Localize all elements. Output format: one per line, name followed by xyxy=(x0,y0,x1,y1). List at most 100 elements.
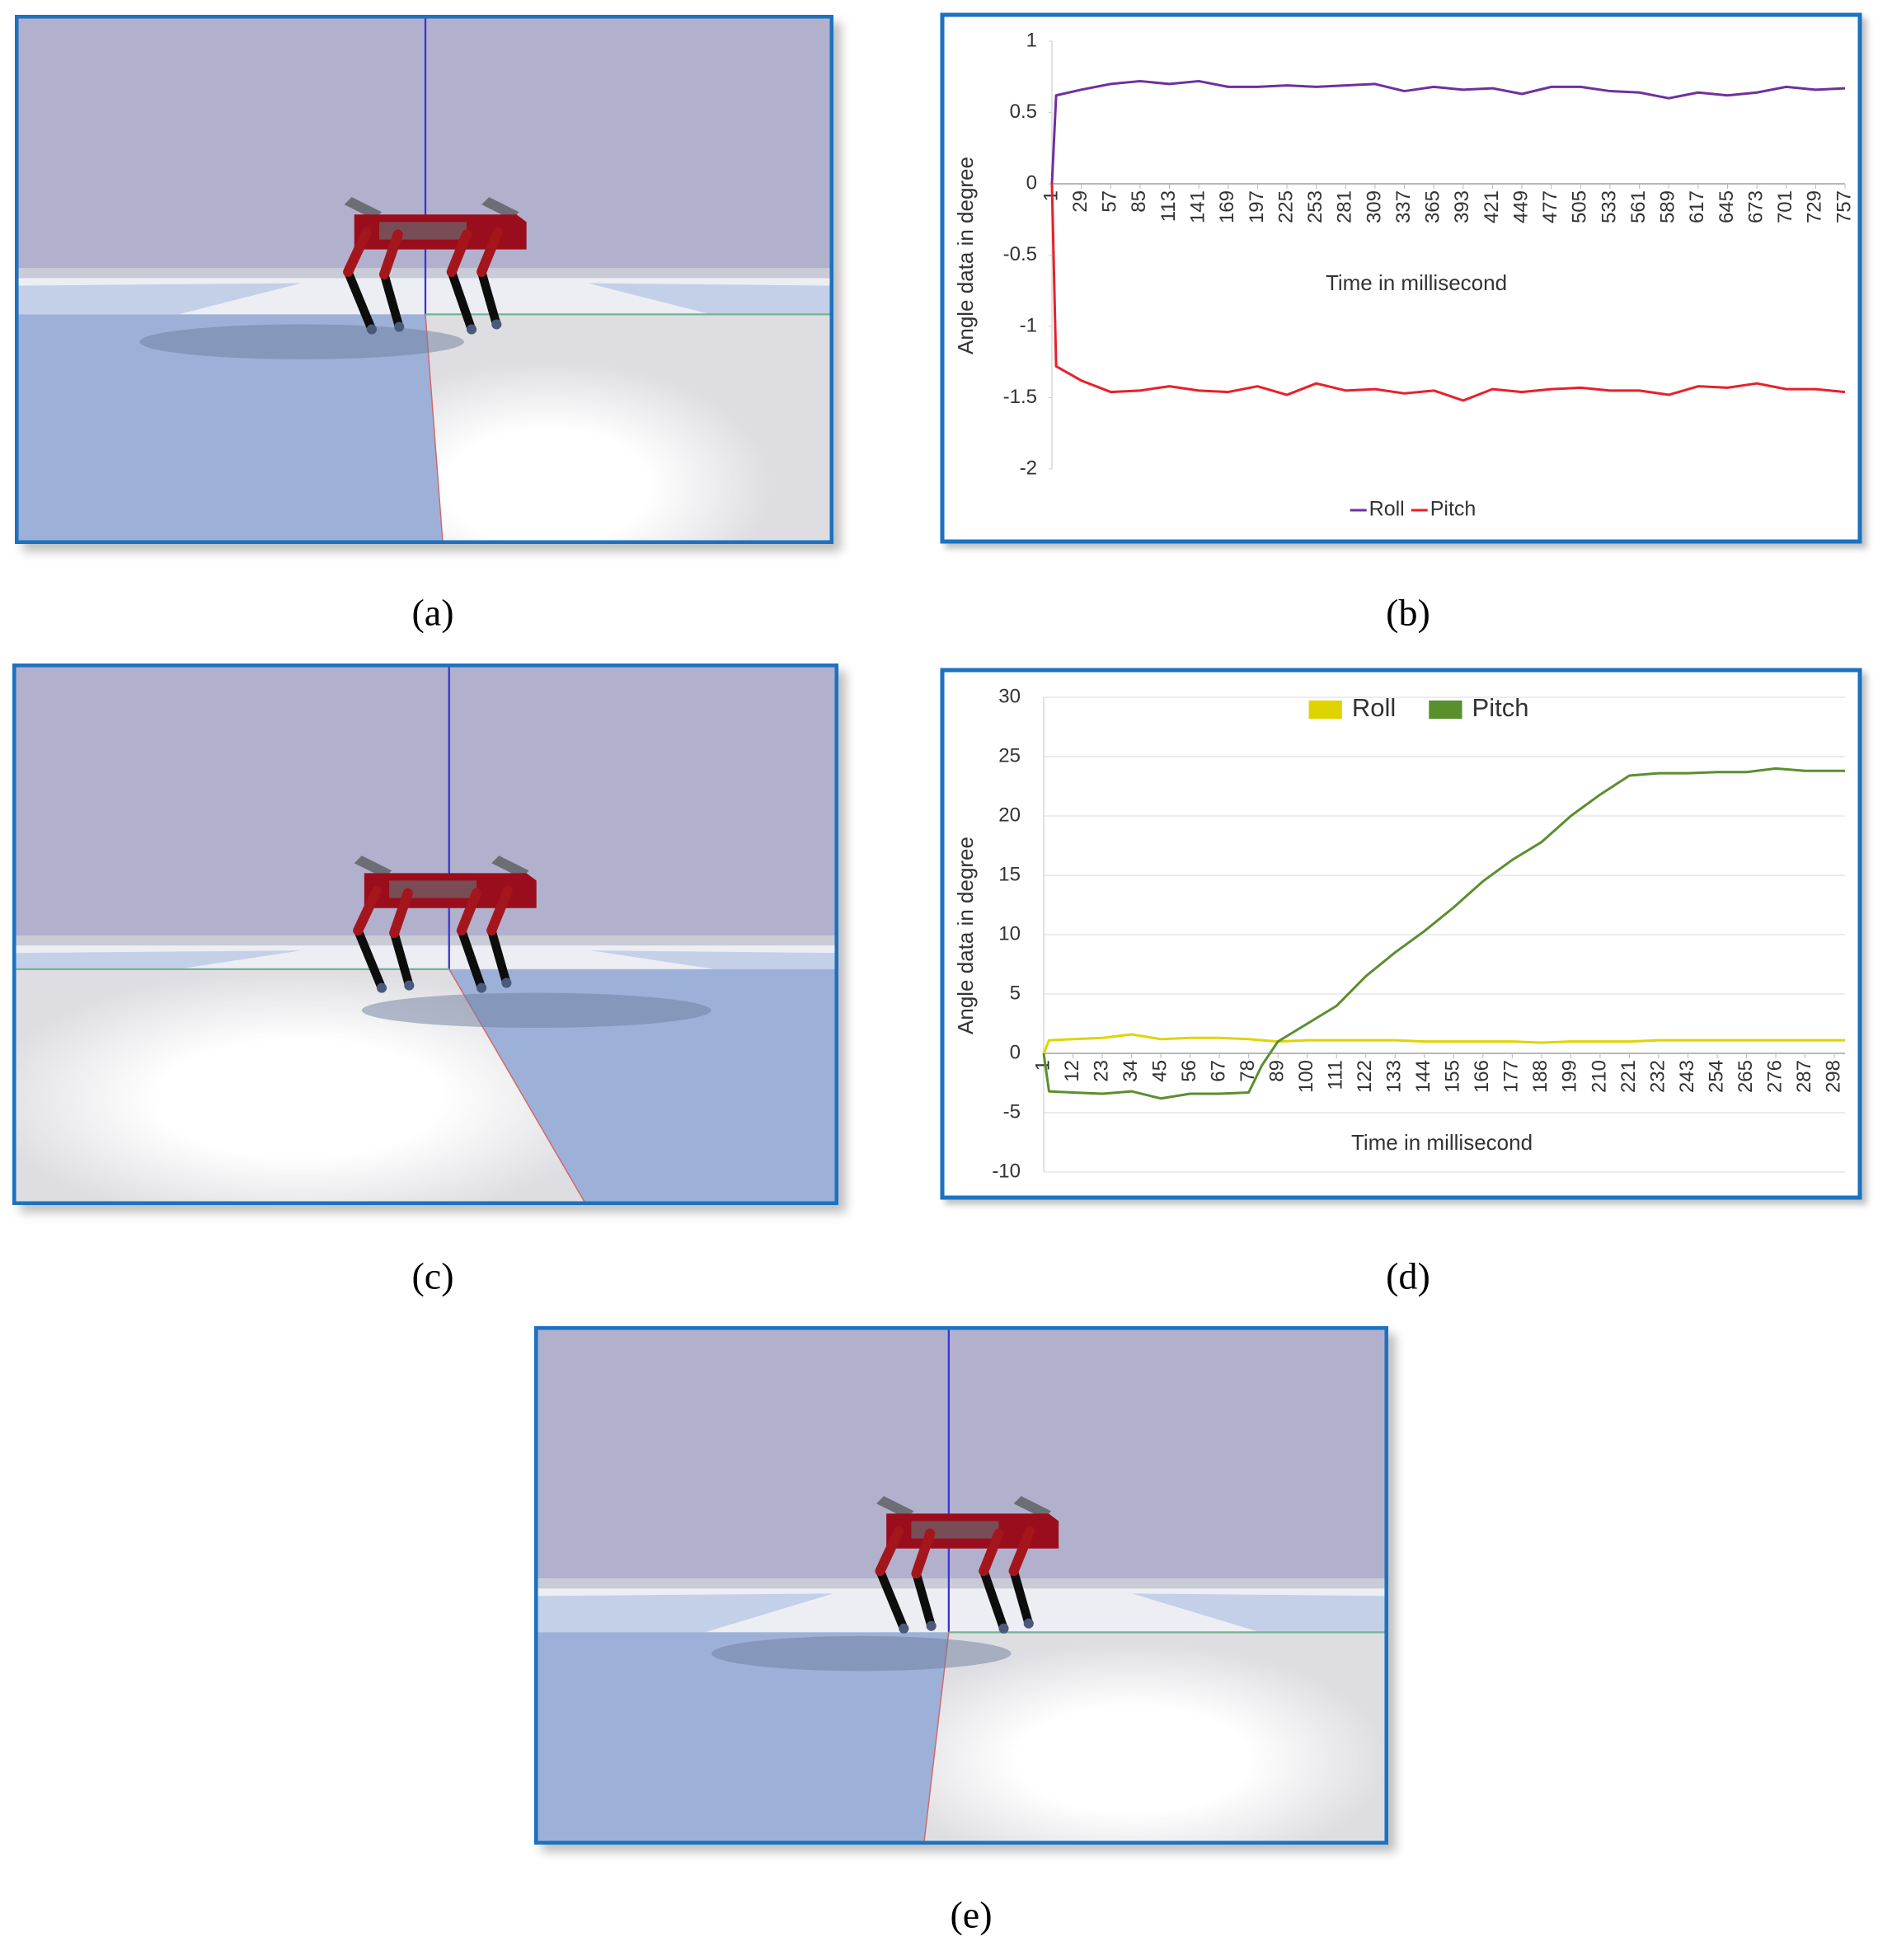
legend-label: Roll xyxy=(1369,498,1405,521)
y-tick-label: 0 xyxy=(1026,171,1037,194)
robot xyxy=(343,197,527,335)
y-tick-label: 20 xyxy=(998,804,1021,826)
robot-leg xyxy=(1008,1526,1035,1577)
floor xyxy=(534,1632,949,1845)
x-tick-label: 166 xyxy=(1471,1060,1493,1093)
x-tick-label: 34 xyxy=(1120,1060,1142,1082)
y-tick-label: -10 xyxy=(992,1160,1021,1182)
legend-label: Pitch xyxy=(1430,498,1477,521)
x-tick-label: 111 xyxy=(1325,1060,1347,1090)
y-tick-label: 25 xyxy=(998,744,1021,767)
x-tick-label: 337 xyxy=(1392,190,1415,223)
x-tick-label: 210 xyxy=(1588,1060,1610,1093)
x-tick-label: 45 xyxy=(1148,1060,1171,1082)
robot-foot xyxy=(376,982,387,993)
x-tick-label: 188 xyxy=(1529,1060,1552,1093)
robot-leg xyxy=(486,885,513,936)
x-tick-label: 122 xyxy=(1354,1060,1376,1093)
robot-plate xyxy=(354,856,392,879)
x-tick-label: 23 xyxy=(1090,1060,1112,1082)
x-tick-label: 561 xyxy=(1627,190,1650,223)
figure-label: (e) xyxy=(950,1894,992,1936)
robot-leg xyxy=(446,229,472,277)
x-tick-label: 701 xyxy=(1774,190,1796,223)
series-line xyxy=(1042,1033,1845,1054)
robot-leg xyxy=(912,1568,936,1631)
y-tick-label: 30 xyxy=(998,685,1021,707)
robot-leg xyxy=(1009,1566,1034,1629)
robot-foot xyxy=(477,982,487,993)
robot-leg xyxy=(477,227,503,277)
robot-leg xyxy=(353,885,383,936)
x-tick-label: 1 xyxy=(1031,1060,1054,1071)
floor xyxy=(425,314,833,544)
floor xyxy=(12,968,587,1205)
x-tick-label: 89 xyxy=(1266,1060,1289,1082)
robot-leg xyxy=(353,926,387,992)
series-line xyxy=(1050,79,1846,185)
x-tick-label: 12 xyxy=(1061,1060,1083,1082)
chart-panel xyxy=(940,668,1862,1200)
y-axis-title: Angle data in degree xyxy=(953,837,978,1034)
y-tick-label: 1 xyxy=(1026,29,1037,51)
horizon-band xyxy=(12,950,302,969)
x-tick-label: 477 xyxy=(1539,190,1561,223)
series-line xyxy=(1050,183,1846,402)
robot-leg xyxy=(389,928,414,990)
x-tick-label: 673 xyxy=(1744,190,1767,223)
legend: Roll Pitch xyxy=(1350,498,1477,521)
x-axis-title: Time in millisecond xyxy=(1351,1130,1533,1155)
floor xyxy=(15,314,444,544)
x-tick-label: 177 xyxy=(1500,1060,1523,1093)
x-tick-label: 253 xyxy=(1304,190,1326,223)
panel-border xyxy=(534,1326,1388,1845)
x-tick-label: 393 xyxy=(1451,190,1473,223)
y-tick-label: 0.5 xyxy=(1010,101,1037,123)
x-tick-label: 100 xyxy=(1295,1060,1317,1093)
robot-plate xyxy=(344,197,383,220)
x-tick-label: 113 xyxy=(1157,190,1180,222)
robot-foot xyxy=(366,324,377,335)
x-tick-label: 254 xyxy=(1705,1060,1727,1093)
x-tick-label: 505 xyxy=(1569,190,1591,223)
x-axis-title: Time in millisecond xyxy=(1326,270,1507,295)
y-tick-label: -2 xyxy=(1020,457,1037,479)
x-tick-label: 197 xyxy=(1246,190,1268,223)
robot-plate xyxy=(1013,1496,1052,1519)
simulation-view xyxy=(534,1326,1388,1845)
y-tick-label: -5 xyxy=(1003,1100,1021,1123)
robot-leg xyxy=(447,267,477,334)
x-tick-label: 133 xyxy=(1383,1060,1406,1093)
y-tick-label: -0.5 xyxy=(1003,243,1037,265)
robot-foot xyxy=(394,321,405,332)
floor xyxy=(923,1632,1388,1845)
legend-swatch xyxy=(1429,700,1462,720)
y-tick-label: 15 xyxy=(998,863,1021,885)
robot-foot xyxy=(491,319,502,330)
x-tick-label: 589 xyxy=(1657,190,1679,223)
robot-foot xyxy=(501,978,512,988)
robot-foot xyxy=(1023,1618,1034,1629)
x-tick-label: 243 xyxy=(1676,1060,1698,1093)
robot-foot xyxy=(926,1620,937,1631)
x-tick-label: 287 xyxy=(1793,1060,1815,1093)
legend-swatch xyxy=(1308,700,1342,720)
series-line xyxy=(1042,767,1845,1100)
legend-label: Pitch xyxy=(1472,693,1529,722)
x-tick-label: 365 xyxy=(1422,190,1444,223)
y-tick-label: 0 xyxy=(1010,1041,1021,1063)
horizon-band xyxy=(15,268,833,279)
x-tick-label: 265 xyxy=(1735,1060,1757,1093)
x-tick-label: 225 xyxy=(1275,190,1297,223)
robot-leg xyxy=(979,1566,1008,1634)
x-tick-label: 85 xyxy=(1128,190,1150,213)
panel-border xyxy=(12,663,838,1205)
robot-plate xyxy=(491,856,529,879)
x-tick-label: 57 xyxy=(1099,190,1121,213)
x-tick-label: 645 xyxy=(1716,190,1738,223)
robot-foot xyxy=(998,1623,1009,1634)
x-tick-label: 221 xyxy=(1617,1060,1640,1093)
robot-foot xyxy=(404,980,415,991)
